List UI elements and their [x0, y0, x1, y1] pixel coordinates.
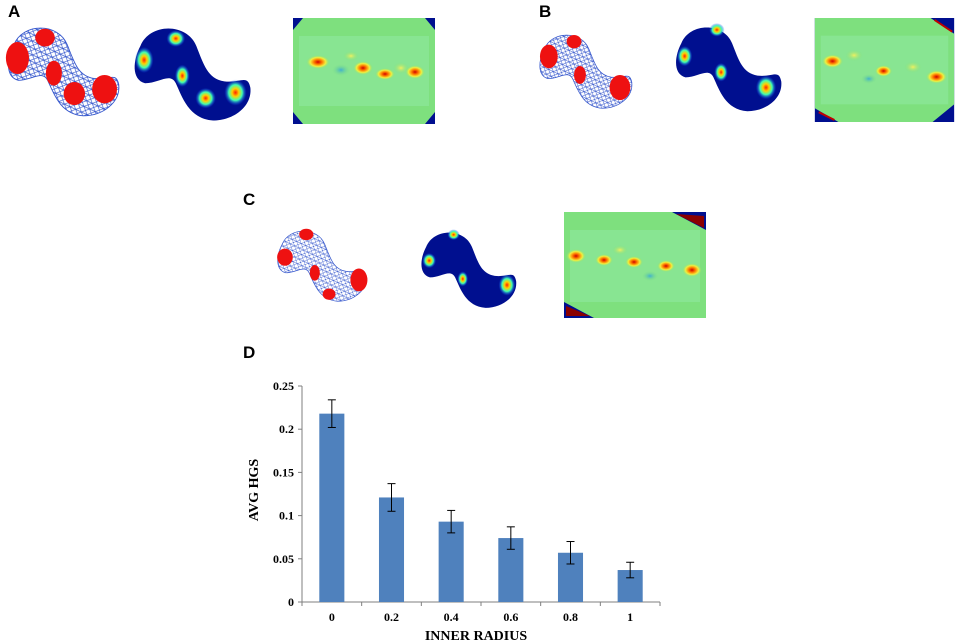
y-tick-label: 0.05	[273, 552, 294, 566]
y-tick-label: 0.2	[279, 422, 294, 436]
x-tick-label: 0.6	[503, 610, 518, 624]
x-tick-label: 0.8	[563, 610, 578, 624]
x-tick-label: 0	[329, 610, 335, 624]
panel-letter-d: D	[243, 343, 256, 362]
panel-c-rate-map	[421, 229, 517, 308]
bars	[319, 399, 643, 602]
panel-a-rate-map	[134, 28, 251, 121]
y-axis-label: AVG HGS	[247, 459, 262, 522]
panel-a-trajectory-plot	[5, 27, 120, 117]
panel-letter-a: A	[8, 2, 21, 21]
avg-hgs-bar-chart: 0 0.05 0.1 0.15 0.2 0.25 0 0.2 0.4 0.6 0.8 1 AVG H…	[247, 379, 661, 644]
y-tick-label: 0	[288, 595, 294, 609]
panel-letter-c: C	[243, 190, 256, 209]
x-tick-label: 0.4	[444, 610, 459, 624]
x-axis: 0 0.2 0.4 0.6 0.8 1	[301, 601, 661, 624]
x-tick-label: 0.2	[384, 610, 399, 624]
panel-b-trajectory-plot	[539, 34, 633, 109]
y-tick-label: 0.15	[273, 465, 294, 479]
bar-0.4	[438, 521, 464, 602]
y-tick-label: 0.25	[273, 379, 294, 393]
y-axis: 0 0.05 0.1 0.15 0.2 0.25	[273, 379, 303, 609]
y-tick-label: 0.1	[279, 509, 294, 523]
panel-a-autocorrelogram	[293, 18, 435, 124]
x-axis-label: INNER RADIUS	[425, 629, 528, 644]
x-tick-label: 1	[627, 610, 633, 624]
panel-b-autocorrelogram	[814, 18, 955, 122]
panel-c-trajectory-plot	[277, 228, 368, 302]
panel-b-rate-map	[676, 23, 782, 112]
panel-c-autocorrelogram	[564, 212, 706, 318]
panel-letter-b: B	[539, 2, 552, 21]
bar-0.2	[378, 497, 405, 602]
bar-0	[319, 413, 345, 602]
